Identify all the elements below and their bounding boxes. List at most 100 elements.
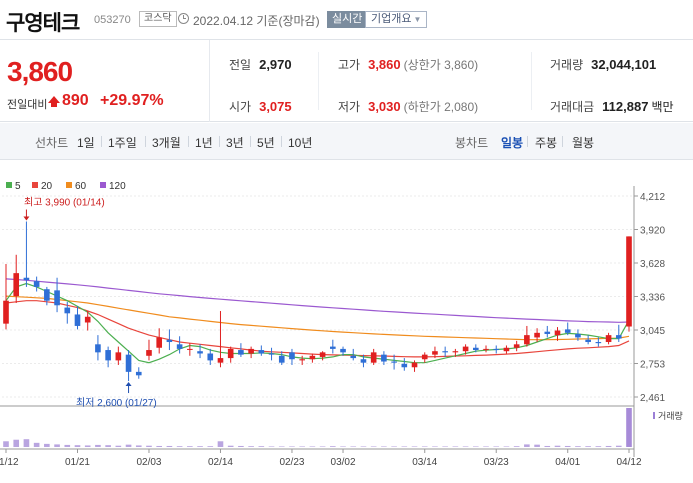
candle-body (156, 337, 163, 348)
legend-swatch (6, 182, 12, 188)
candle-body (217, 358, 224, 363)
price-panel: 3,860 전일대비 890 +29.97% 전일 2,970 고가 3,860 (상… (0, 40, 693, 122)
volume-bar (3, 441, 9, 447)
candle-body (391, 361, 397, 363)
divider (101, 136, 102, 147)
tab-5y[interactable]: 5년 (257, 136, 275, 150)
candle-body (289, 352, 295, 360)
stat-label: 거래대금 (550, 100, 595, 114)
volume-bar (401, 446, 408, 447)
candle-body (207, 353, 214, 361)
volume-bar (44, 443, 50, 447)
candle-body (95, 344, 101, 353)
candle-body (258, 350, 265, 354)
candle-body (227, 348, 234, 359)
candle-body (13, 273, 20, 297)
candle-body (503, 347, 510, 352)
chart-tab-bar: 선차트 1일 1주일 3개월 1년 3년 5년 10년 봉차트 일봉 주봉 월봉 (0, 123, 693, 160)
candle-body (74, 314, 81, 326)
current-price-box: 3,860 전일대비 890 +29.97% (0, 40, 210, 122)
volume-bar (534, 444, 540, 447)
stat-unit: 백만 (651, 100, 674, 114)
candle-body (146, 350, 152, 356)
candle-body (299, 359, 305, 361)
candle-body (3, 300, 9, 324)
volume-bar (340, 446, 346, 447)
candle-body (44, 289, 50, 301)
x-tick-label: 01/21 (65, 457, 90, 468)
volume-bar (135, 445, 142, 447)
tab-3m[interactable]: 3개월 (152, 136, 181, 150)
volume-bar (350, 446, 357, 447)
volume-bar (23, 439, 30, 447)
divider (318, 52, 319, 110)
candle-body (166, 339, 173, 343)
company-info-button[interactable]: 기업개요 ▼ (365, 11, 428, 28)
realtime-button[interactable]: 실시간 (327, 11, 368, 28)
divider (188, 136, 189, 147)
stat-high: 고가 3,860 (상한가 3,860) (338, 56, 478, 73)
x-tick-label: 02/14 (208, 457, 233, 468)
candle-body (534, 332, 540, 338)
volume-bar (442, 446, 448, 447)
ma20-line (5, 300, 630, 358)
volume-bar (432, 446, 438, 447)
volume-bar (421, 446, 428, 447)
candle-body (187, 348, 193, 350)
stat-value: 32,044,101 (591, 57, 657, 72)
candle-body (554, 330, 561, 336)
volume-legend-swatch (653, 412, 655, 419)
stat-open: 시가 3,075 (229, 98, 292, 115)
volume-bar (575, 446, 581, 447)
candle-body (370, 352, 377, 363)
stat-low: 저가 3,030 (하한가 2,080) (338, 98, 478, 115)
tab-3y[interactable]: 3년 (226, 136, 244, 150)
stat-label: 거래량 (550, 58, 584, 72)
volume-bar (248, 446, 254, 447)
volume-bar (493, 446, 500, 447)
candle-body (278, 355, 285, 363)
tab-monthly[interactable]: 월봉 (572, 136, 595, 150)
candle-body (84, 316, 91, 323)
volume-bar (513, 446, 520, 447)
legend-label: 20 (41, 181, 53, 192)
tab-10y[interactable]: 10년 (288, 136, 313, 150)
stat-value: 3,860 (368, 57, 401, 72)
candlestick-chart[interactable]: 5 20 60 120 4,212 3,920 3,628 3,336 3,045 2,753 2,… (0, 172, 693, 483)
volume-bar (105, 445, 111, 447)
candle-body (33, 281, 40, 287)
volume-bar (626, 408, 632, 447)
divider (250, 136, 251, 147)
stat-value: 112,887 (602, 99, 649, 114)
candle-body (197, 351, 203, 354)
tab-daily[interactable]: 일봉 (501, 136, 524, 150)
candle-body (442, 351, 448, 353)
caret-down-icon: ▼ (413, 15, 422, 24)
stock-code: 053270 (94, 14, 131, 26)
max-arrow-head (23, 216, 30, 221)
stat-label: 저가 (338, 100, 361, 114)
candle-body (615, 335, 622, 339)
candle-body (238, 350, 244, 355)
date-text: 2022.04.12 기준(장마감) (193, 14, 320, 28)
volume-bar (217, 441, 224, 447)
volume-bar (381, 446, 387, 447)
volume-bar (503, 446, 510, 447)
tab-1d[interactable]: 1일 (77, 136, 95, 150)
candle-body (135, 371, 142, 376)
tab-1w[interactable]: 1주일 (108, 136, 137, 150)
volume-bar (564, 445, 571, 447)
volume-bar (13, 439, 20, 447)
divider (145, 136, 146, 147)
legend-swatch (32, 182, 38, 188)
volume-bar (309, 446, 316, 447)
volume-bar (187, 446, 193, 447)
clock-icon (178, 13, 189, 24)
tab-1y[interactable]: 1년 (195, 136, 213, 150)
diff-value: 890 (62, 92, 89, 109)
legend-label: 60 (75, 181, 87, 192)
volume-bar (238, 445, 244, 447)
tab-weekly[interactable]: 주봉 (535, 136, 558, 150)
volume-bar (299, 446, 305, 447)
volume-bar (462, 446, 469, 447)
